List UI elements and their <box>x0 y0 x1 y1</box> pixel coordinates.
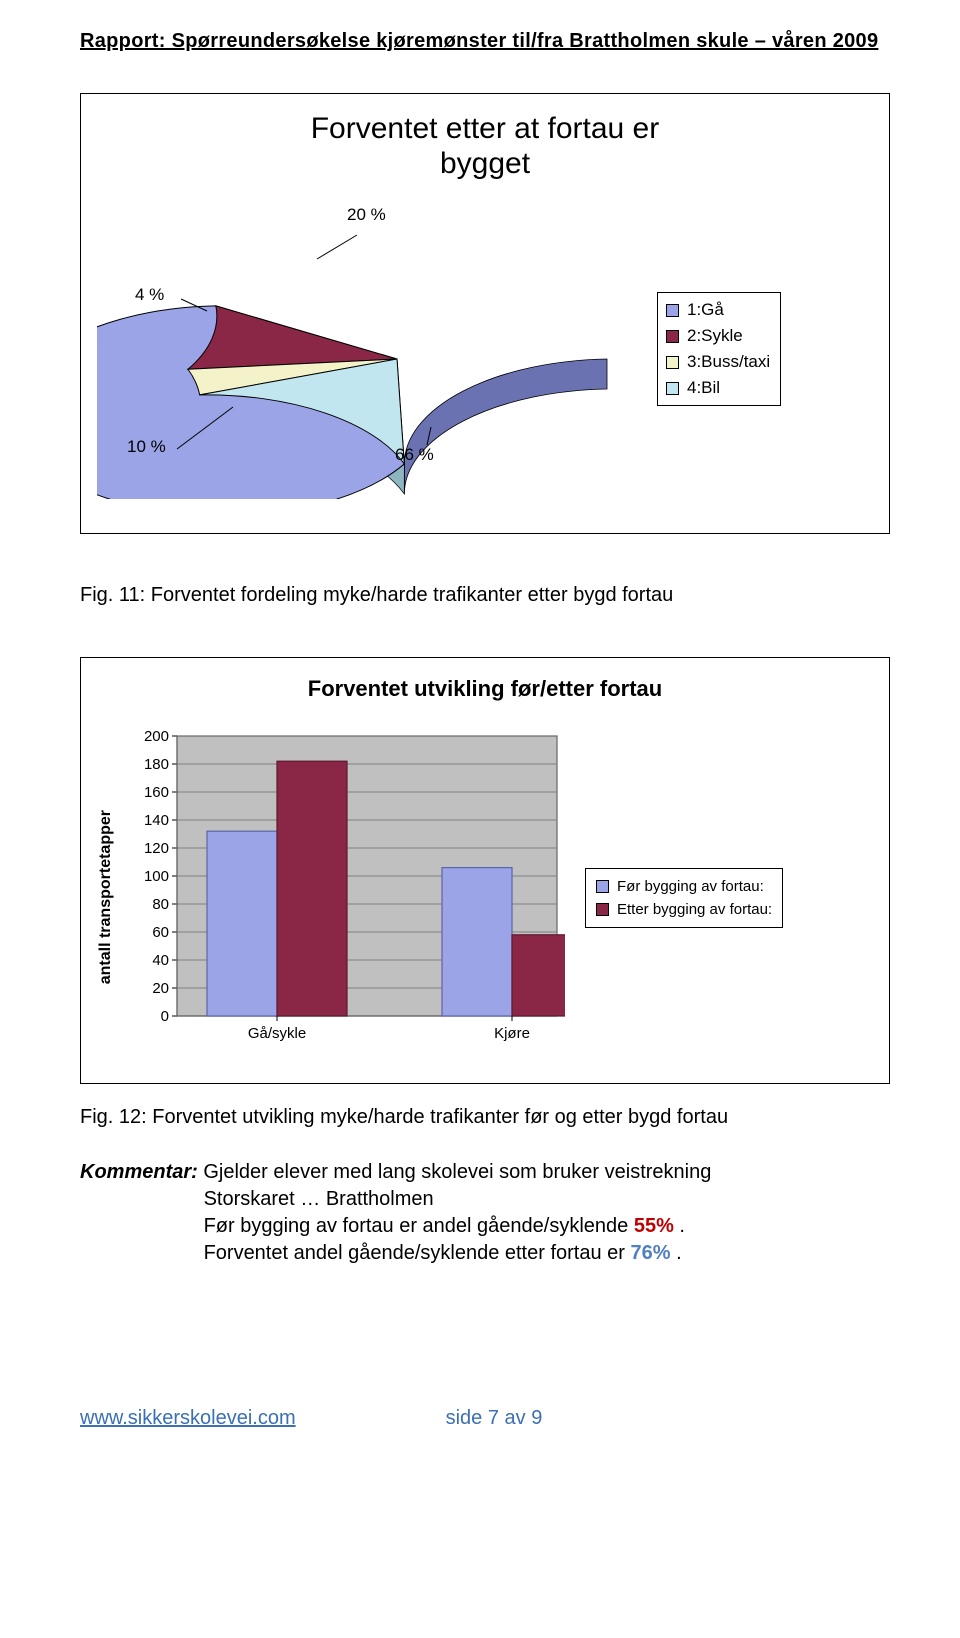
commentary-block: Kommentar: Gjelder elever med lang skole… <box>80 1159 890 1267</box>
bar-chart-title: Forventet utvikling før/etter fortau <box>97 676 873 702</box>
svg-text:140: 140 <box>144 812 169 829</box>
pie-label-10: 10 % <box>127 437 166 457</box>
bar-legend-label: Etter bygging av fortau: <box>617 901 772 918</box>
legend-swatch <box>596 880 609 893</box>
svg-text:200: 200 <box>144 730 169 745</box>
commentary-pct2: 76% <box>631 1242 671 1264</box>
pie-legend-item: 3:Buss/taxi <box>666 349 770 375</box>
footer-page-number: side 7 av 9 <box>446 1407 543 1430</box>
svg-text:160: 160 <box>144 784 169 801</box>
bar-chart-svg: 0 20 40 60 80 100 120 140 160 180 200 Gå/sykle Kjøre <box>135 730 565 1060</box>
commentary-line1: Gjelder elever med lang skolevei som bru… <box>203 1161 711 1183</box>
pie-legend-label: 1:Gå <box>687 300 724 320</box>
commentary-line2: Storskaret … Brattholmen <box>204 1188 434 1210</box>
pie-chart-box: Forventet etter at fortau er bygget 20 %… <box>80 93 890 534</box>
legend-swatch <box>666 330 679 343</box>
svg-text:Kjøre: Kjøre <box>494 1025 530 1042</box>
pie-label-20: 20 % <box>347 205 386 225</box>
commentary-line4b: . <box>676 1242 682 1264</box>
legend-swatch <box>666 304 679 317</box>
pie-legend-label: 3:Buss/taxi <box>687 352 770 372</box>
pie-legend-item: 2:Sykle <box>666 323 770 349</box>
pie-legend-item: 1:Gå <box>666 297 770 323</box>
pie-legend-label: 4:Bil <box>687 378 720 398</box>
svg-text:20: 20 <box>152 980 169 997</box>
pie-chart-svg <box>97 199 657 499</box>
figure-11-caption: Fig. 11: Forventet fordeling myke/harde … <box>80 584 890 607</box>
bar-chart-box: Forventet utvikling før/etter fortau ant… <box>80 657 890 1084</box>
figure-12-caption: Fig. 12: Forventet utvikling myke/harde … <box>80 1106 890 1129</box>
bar-y-axis-label: antall transportetapper <box>97 810 115 984</box>
svg-text:120: 120 <box>144 840 169 857</box>
svg-text:180: 180 <box>144 756 169 773</box>
commentary-label: Kommentar: <box>80 1161 198 1183</box>
pie-legend-item: 4:Bil <box>666 375 770 401</box>
bar-legend-item: Før bygging av fortau: <box>596 875 772 898</box>
pie-title-line2: bygget <box>440 147 530 180</box>
page-title: Rapport: Spørreundersøkelse kjøremønster… <box>80 30 890 53</box>
pie-chart-title: Forventet etter at fortau er bygget <box>97 112 873 181</box>
bar-legend: Før bygging av fortau: Etter bygging av … <box>585 868 783 928</box>
pie-label-4: 4 % <box>135 285 164 305</box>
svg-text:Gå/sykle: Gå/sykle <box>248 1025 306 1042</box>
footer-url-link[interactable]: www.sikkerskolevei.com <box>80 1407 296 1430</box>
bar-legend-label: Før bygging av fortau: <box>617 878 764 895</box>
pie-label-66: 66 % <box>395 445 434 465</box>
pie-legend: 1:Gå 2:Sykle 3:Buss/taxi 4:Bil <box>657 292 781 406</box>
commentary-pct1: 55% <box>634 1215 674 1237</box>
bar-legend-item: Etter bygging av fortau: <box>596 898 772 921</box>
pie-legend-label: 2:Sykle <box>687 326 743 346</box>
pie-title-line1: Forventet etter at fortau er <box>311 112 660 145</box>
page-footer: www.sikkerskolevei.com side 7 av 9 <box>80 1407 890 1430</box>
legend-swatch <box>596 903 609 916</box>
commentary-line3a: Før bygging av fortau er andel gående/sy… <box>204 1215 634 1237</box>
commentary-line3b: . <box>679 1215 685 1237</box>
bar-plot-area: 0 20 40 60 80 100 120 140 160 180 200 Gå/sykle Kjøre <box>135 730 565 1065</box>
legend-swatch <box>666 356 679 369</box>
svg-text:60: 60 <box>152 924 169 941</box>
svg-text:40: 40 <box>152 952 169 969</box>
svg-text:100: 100 <box>144 868 169 885</box>
svg-text:80: 80 <box>152 896 169 913</box>
pie-plot-area: 20 % 4 % 10 % 66 % <box>97 199 657 499</box>
commentary-line4a: Forventet andel gående/syklende etter fo… <box>204 1242 631 1264</box>
legend-swatch <box>666 382 679 395</box>
svg-text:0: 0 <box>161 1008 169 1025</box>
